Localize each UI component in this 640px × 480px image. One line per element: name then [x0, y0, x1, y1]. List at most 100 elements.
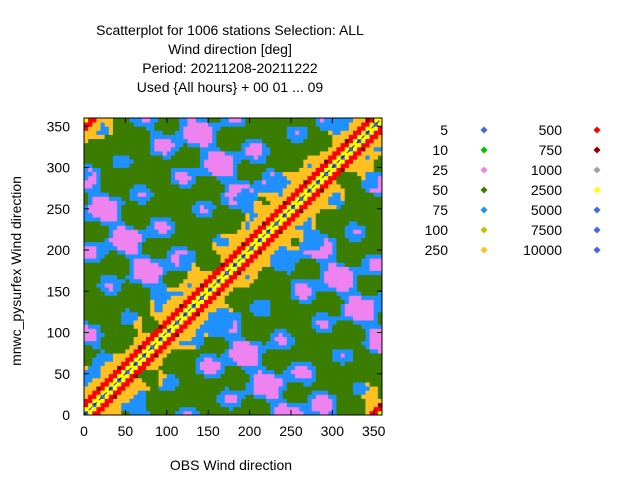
density-cell — [141, 357, 147, 362]
density-cell — [328, 332, 333, 338]
density-cell — [170, 163, 176, 168]
density-cell — [187, 283, 193, 288]
density-cell — [332, 320, 337, 325]
density-cell — [104, 295, 110, 300]
density-cell — [303, 146, 308, 152]
density-cell — [311, 270, 317, 276]
density-cell — [170, 138, 176, 144]
density-cell — [270, 233, 275, 239]
density-cell — [195, 204, 201, 210]
density-cell — [253, 171, 259, 177]
density-cell — [286, 377, 292, 383]
density-cell — [100, 394, 106, 399]
density-cell — [88, 332, 93, 338]
density-cell — [129, 171, 135, 177]
density-cell — [224, 373, 230, 379]
density-cell — [311, 163, 317, 168]
density-cell — [146, 217, 151, 222]
density-cell — [328, 307, 333, 313]
density-cell — [154, 146, 159, 152]
density-cell — [353, 167, 358, 173]
density-cell — [257, 217, 263, 222]
density-cell — [307, 134, 313, 140]
density-cell — [224, 138, 230, 144]
density-cell — [286, 386, 292, 391]
density-cell — [125, 373, 130, 379]
density-cell — [290, 394, 296, 399]
density-cell — [241, 241, 246, 247]
density-cell — [133, 291, 139, 296]
density-cell — [96, 155, 101, 160]
density-cell — [183, 295, 188, 300]
density-cell — [137, 324, 143, 329]
density-cell — [348, 200, 354, 206]
density-cell — [183, 118, 188, 123]
density-cell — [328, 175, 333, 181]
density-cell — [332, 266, 337, 272]
density-cell — [141, 155, 147, 160]
density-cell — [175, 118, 180, 123]
density-cell — [307, 377, 313, 383]
density-cell — [88, 212, 93, 218]
density-cell — [158, 171, 164, 177]
density-cell — [344, 179, 350, 185]
density-cell — [179, 357, 184, 362]
density-cell — [146, 406, 151, 412]
density-cell — [125, 254, 130, 259]
density-cell — [162, 151, 168, 156]
density-cell — [261, 332, 267, 338]
density-cell — [179, 311, 184, 317]
density-cell — [216, 357, 221, 362]
density-cell — [121, 258, 126, 263]
density-cell — [92, 155, 97, 160]
density-cell — [361, 254, 366, 259]
density-cell — [233, 402, 238, 408]
density-cell — [245, 151, 250, 156]
density-cell — [353, 320, 358, 325]
density-cell — [224, 200, 230, 206]
density-cell — [270, 241, 275, 247]
density-cell — [88, 287, 93, 292]
density-cell — [216, 303, 221, 309]
density-cell — [253, 184, 259, 189]
density-cell — [191, 212, 197, 218]
density-cell — [84, 118, 89, 123]
density-cell — [212, 163, 217, 168]
density-cell — [365, 291, 370, 296]
density-cell — [175, 324, 180, 329]
density-cell — [257, 340, 263, 346]
density-cell — [220, 353, 226, 358]
density-cell — [137, 134, 143, 140]
density-cell — [199, 134, 205, 140]
density-cell — [266, 192, 271, 197]
density-cell — [353, 344, 358, 350]
density-cell — [191, 336, 197, 342]
density-cell — [212, 357, 217, 362]
density-cell — [344, 217, 350, 222]
density-cell — [303, 241, 308, 247]
density-cell — [204, 406, 209, 412]
density-cell — [357, 377, 362, 383]
density-cell — [253, 229, 259, 234]
density-cell — [220, 287, 226, 292]
density-cell — [274, 122, 279, 127]
density-cell — [117, 270, 122, 276]
density-cell — [121, 241, 126, 247]
density-cell — [121, 369, 126, 375]
density-cell — [344, 283, 350, 288]
density-cell — [257, 212, 263, 218]
density-cell — [344, 390, 350, 395]
density-cell — [324, 320, 329, 325]
density-cell — [361, 278, 366, 284]
density-cell — [133, 270, 139, 276]
density-cell — [129, 410, 135, 416]
density-cell — [129, 270, 135, 276]
density-cell — [158, 155, 164, 160]
density-cell — [307, 283, 313, 288]
density-cell — [92, 204, 97, 210]
density-cell — [253, 258, 259, 263]
density-cell — [357, 200, 362, 206]
density-cell — [224, 410, 230, 416]
density-cell — [150, 245, 155, 251]
density-cell — [328, 179, 333, 185]
